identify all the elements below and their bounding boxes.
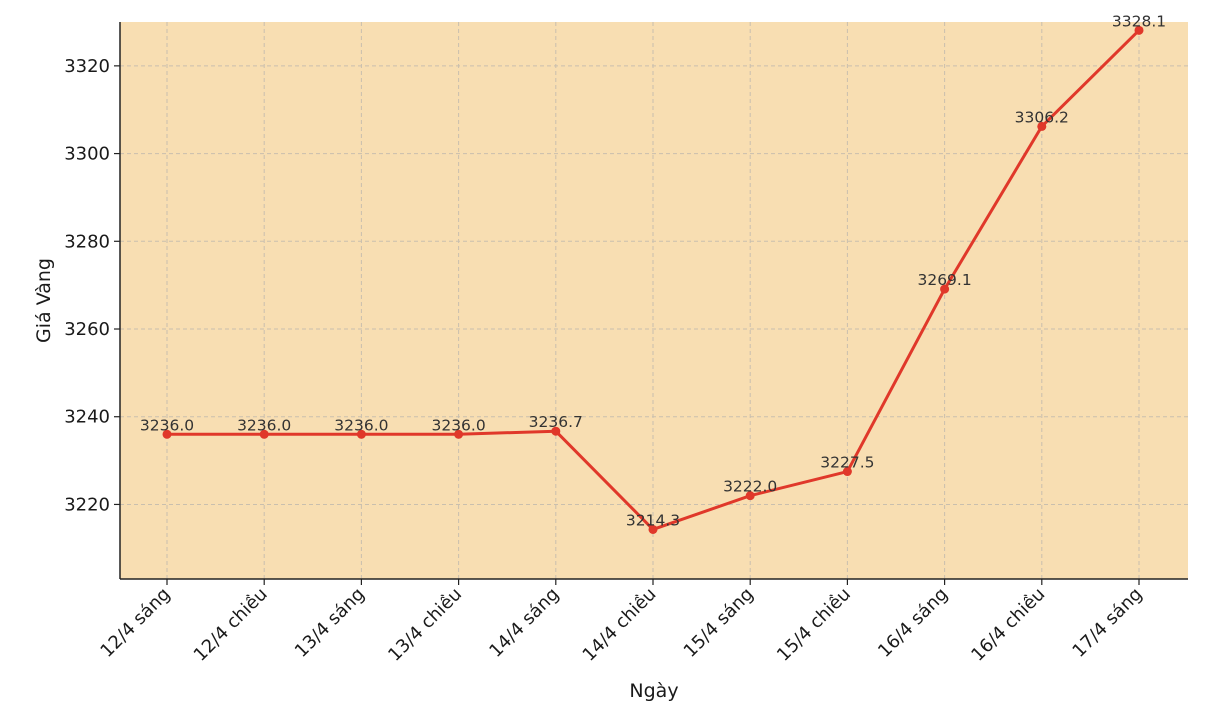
data-point — [259, 429, 269, 439]
x-tick-label: 16/4 chiều — [967, 584, 1049, 666]
data-point — [162, 429, 172, 439]
data-point — [1037, 121, 1047, 131]
data-label: 3269.1 — [917, 271, 971, 289]
y-tick-label: 3240 — [64, 407, 110, 428]
x-tick-label: 13/4 chiều — [384, 584, 466, 666]
x-tick-labels: 12/4 sáng 12/4 chiều 13/4 sáng 13/4 chiều 14… — [96, 579, 1147, 666]
data-label: 3236.7 — [529, 413, 583, 431]
grid-lines — [120, 22, 1188, 579]
data-label: 3306.2 — [1015, 108, 1069, 126]
data-label: 3222.0 — [723, 478, 777, 496]
plot-background — [120, 22, 1188, 579]
data-point — [940, 284, 950, 294]
y-tick-label: 3260 — [64, 319, 110, 340]
y-tick-labels: 3220 3240 3260 3280 3300 3320 — [64, 56, 120, 515]
data-point — [648, 524, 658, 534]
x-tick-label: 15/4 chiều — [773, 584, 855, 666]
data-label: 3236.0 — [431, 416, 485, 434]
data-point — [356, 429, 366, 439]
data-label: 3328.1 — [1112, 12, 1166, 30]
x-tick-label: 12/4 chiều — [190, 584, 272, 666]
y-tick-label: 3320 — [64, 56, 110, 77]
y-tick-label: 3280 — [64, 231, 110, 252]
data-label: 3214.3 — [626, 511, 680, 529]
x-tick-label: 16/4 sáng — [874, 584, 952, 662]
x-tick-label: 13/4 sáng — [291, 584, 369, 662]
x-tick-label: 12/4 sáng — [96, 584, 174, 662]
data-point — [745, 491, 755, 501]
x-tick-label: 14/4 sáng — [485, 584, 563, 662]
x-tick-label: 15/4 sáng — [680, 584, 758, 662]
data-label: 3227.5 — [820, 454, 874, 472]
data-label: 3236.0 — [334, 416, 388, 434]
x-tick-label: 17/4 sáng — [1068, 584, 1146, 662]
x-axis-title: Ngày — [629, 680, 678, 702]
data-label: 3236.0 — [237, 416, 291, 434]
data-label: 3236.0 — [140, 416, 194, 434]
series-gold-price — [162, 25, 1144, 534]
data-point — [454, 429, 464, 439]
y-tick-label: 3300 — [64, 144, 110, 165]
x-tick-label: 14/4 chiều — [579, 584, 661, 666]
y-axis-title: Giá Vàng — [33, 258, 55, 343]
data-point — [551, 426, 561, 436]
axes — [119, 22, 1188, 580]
data-point — [842, 467, 852, 477]
y-tick-label: 3220 — [64, 494, 110, 515]
data-labels: 3236.0 3236.0 3236.0 3236.0 3236.7 3214.3 3222… — [140, 12, 1166, 529]
data-point — [1134, 25, 1144, 35]
